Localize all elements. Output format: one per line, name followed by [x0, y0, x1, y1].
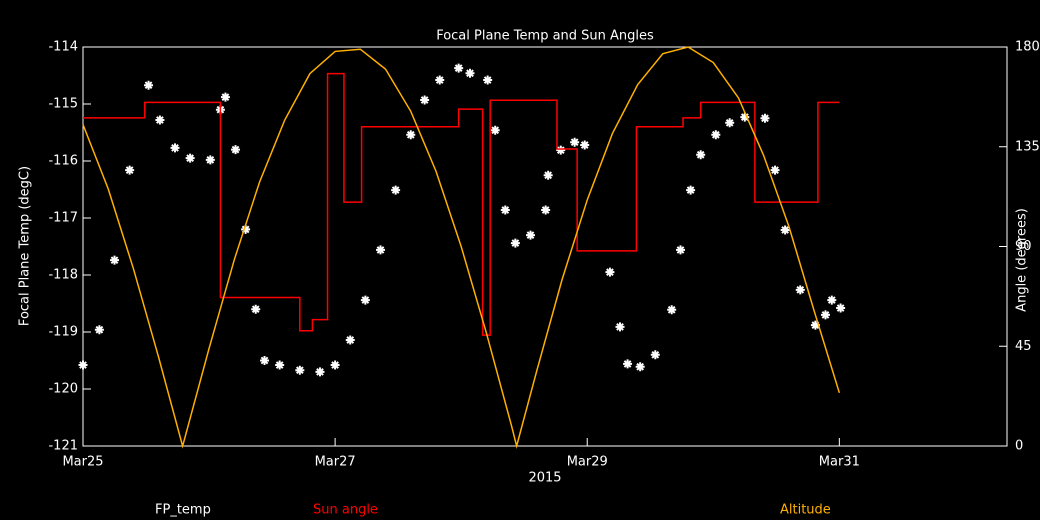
x-tick-label: Mar25: [62, 455, 103, 470]
point: [760, 113, 770, 123]
point: [275, 360, 285, 370]
plot-frame: [82, 46, 1008, 447]
y-tick-label: -117: [48, 211, 78, 226]
point: [820, 310, 830, 320]
y-tick-label: -121: [48, 439, 78, 454]
point: [110, 255, 120, 265]
point: [623, 359, 633, 369]
point: [605, 267, 615, 277]
point: [676, 245, 686, 255]
point: [345, 335, 355, 345]
y-tick-label: -120: [48, 382, 78, 397]
y-tick-label: -119: [48, 325, 78, 340]
point: [155, 115, 165, 125]
point: [490, 125, 500, 135]
point: [635, 362, 645, 372]
point: [827, 295, 837, 305]
y-tick-label: -118: [48, 268, 78, 283]
point: [406, 130, 416, 140]
point: [667, 305, 677, 315]
y2-tick-label: 90: [1015, 239, 1032, 254]
x-tick-label: Mar27: [315, 455, 356, 470]
point: [770, 165, 780, 175]
point: [780, 225, 790, 235]
point: [78, 360, 88, 370]
point: [330, 360, 340, 370]
point: [543, 170, 553, 180]
y2-tick-label: 45: [1015, 339, 1032, 354]
point: [144, 80, 154, 90]
y-axis-label: Focal Plane Temp (degC): [18, 166, 33, 326]
point: [315, 367, 325, 377]
point: [725, 118, 735, 128]
point: [696, 150, 706, 160]
point: [510, 238, 520, 248]
y2-axis-label: Angle (degrees): [1015, 208, 1030, 312]
point: [500, 205, 510, 215]
point: [220, 92, 230, 102]
series-line: [82, 46, 841, 449]
point: [251, 304, 261, 314]
point: [435, 75, 445, 85]
point: [541, 205, 551, 215]
legend-entry: FP_temp: [155, 503, 211, 518]
point: [526, 230, 536, 240]
series-line: [83, 72, 840, 336]
x-tick-label: Mar31: [819, 455, 860, 470]
point: [295, 365, 305, 375]
point: [375, 245, 385, 255]
point: [650, 350, 660, 360]
chart-title: Focal Plane Temp and Sun Angles: [436, 29, 654, 44]
point: [556, 145, 566, 155]
x-tick-label: Mar29: [567, 455, 608, 470]
legend-entry: Altitude: [780, 503, 831, 518]
point: [185, 153, 195, 163]
point: [125, 165, 135, 175]
legend-entry: Sun angle: [313, 503, 378, 518]
point: [740, 112, 750, 122]
point: [615, 322, 625, 332]
point: [465, 68, 475, 78]
point: [391, 185, 401, 195]
point: [360, 295, 370, 305]
y2-tick-label: 0: [1015, 439, 1023, 454]
point: [94, 325, 104, 335]
point: [795, 285, 805, 295]
point: [686, 185, 696, 195]
point: [570, 137, 580, 147]
point: [260, 356, 270, 365]
point: [810, 320, 820, 330]
point: [836, 303, 846, 313]
y-tick-label: -116: [48, 154, 78, 169]
y2-tick-label: 135: [1015, 139, 1040, 154]
point: [454, 63, 464, 73]
point: [205, 155, 215, 165]
y2-tick-label: 180: [1015, 40, 1040, 55]
point: [231, 145, 241, 155]
y-tick-label: -115: [48, 97, 78, 112]
point: [241, 224, 251, 234]
point: [483, 75, 493, 85]
point: [170, 143, 180, 153]
point: [420, 95, 430, 105]
y-tick-label: -114: [48, 40, 78, 55]
x-axis-label: 2015: [528, 471, 561, 486]
point: [580, 140, 590, 150]
point: [711, 130, 721, 140]
